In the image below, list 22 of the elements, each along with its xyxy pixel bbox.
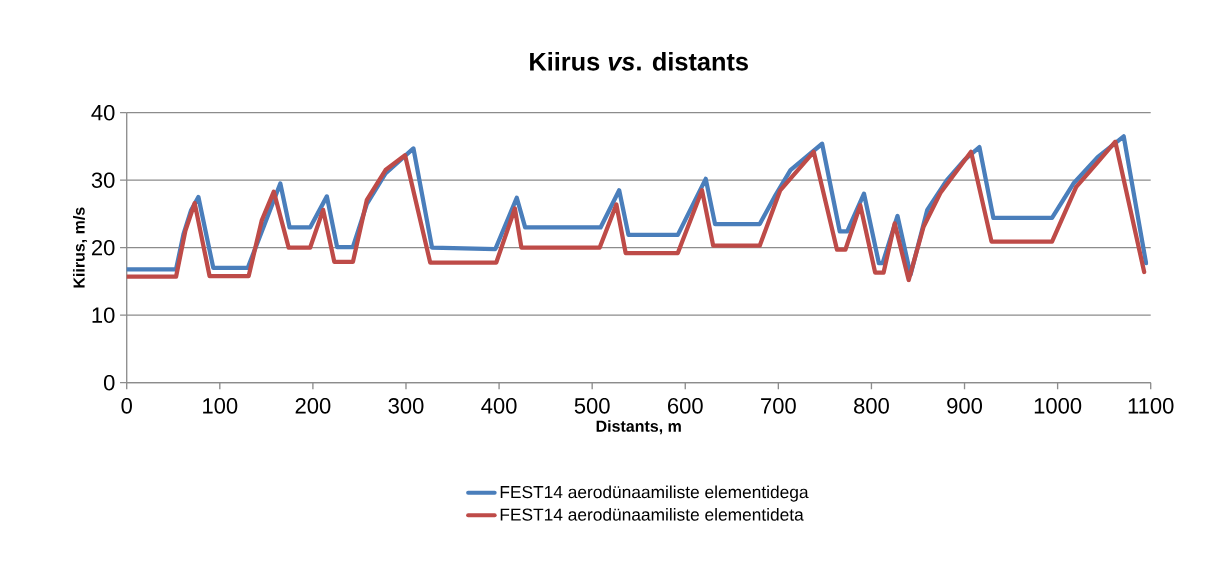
y-tick-label: 0	[103, 374, 115, 391]
x-tick-label: 900	[947, 398, 983, 414]
x-tick-label: 500	[574, 398, 610, 414]
y-tick-label: 10	[92, 307, 115, 323]
y-tick-label: 30	[91, 172, 115, 188]
x-tick-label: 700	[761, 398, 796, 414]
chart-title: Kiirus vs. distants	[530, 52, 748, 71]
x-tick-label: 800	[854, 398, 889, 414]
x-tick-label: 0	[121, 398, 132, 414]
x-tick-label: 300	[388, 398, 424, 414]
y-tick-label: 20	[91, 239, 115, 256]
y-tick-label: 40	[91, 104, 115, 121]
x-tick-label: 1100	[1128, 398, 1174, 414]
x-tick-label: 600	[668, 398, 703, 414]
x-tick-label: 400	[481, 398, 517, 414]
legend-label: FEST14 aerodünaamiliste elementideta	[500, 508, 804, 521]
legend-label: FEST14 aerodünaamiliste elementidega	[500, 485, 809, 502]
x-tick-label: 200	[295, 398, 331, 414]
x-tick-label: 1000	[1034, 398, 1082, 414]
x-axis-title: Distants, m	[596, 420, 681, 435]
x-tick-label: 100	[203, 398, 238, 414]
y-axis-title: Kiirus, m/s	[72, 207, 88, 288]
